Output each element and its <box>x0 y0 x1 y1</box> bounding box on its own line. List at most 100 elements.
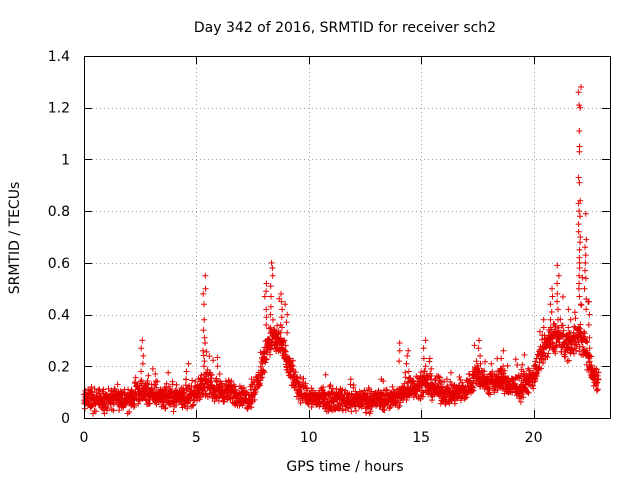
data-point <box>282 301 289 308</box>
data-point <box>477 360 484 367</box>
data-point <box>525 381 532 388</box>
data-point <box>239 402 246 409</box>
data-point <box>363 409 370 416</box>
grid-lines <box>84 56 610 418</box>
data-point <box>457 397 464 404</box>
data-point <box>114 381 121 388</box>
data-point <box>487 391 493 398</box>
data-point <box>207 378 214 385</box>
data-point <box>274 322 281 329</box>
data-point <box>232 386 239 393</box>
data-point <box>187 395 194 402</box>
data-point <box>201 358 208 365</box>
data-point <box>208 371 215 378</box>
data-point <box>361 387 368 394</box>
data-point <box>152 371 159 377</box>
data-point <box>279 337 285 344</box>
data-point <box>140 352 147 359</box>
data-point <box>290 357 297 364</box>
data-point <box>126 408 133 415</box>
data-point <box>520 394 527 401</box>
data-point <box>576 102 583 109</box>
data-point <box>470 387 477 394</box>
data-point <box>103 407 110 414</box>
data-point <box>396 347 403 354</box>
data-point <box>552 350 559 357</box>
data-point <box>594 386 601 393</box>
data-point <box>584 339 591 346</box>
data-point <box>577 104 584 111</box>
data-point <box>347 376 354 383</box>
data-point <box>494 387 501 393</box>
data-point <box>573 347 580 354</box>
data-point <box>547 316 554 323</box>
data-point <box>267 283 274 290</box>
data-point <box>291 384 298 391</box>
data-point <box>278 290 284 297</box>
data-point <box>214 354 221 361</box>
data-point <box>395 404 402 411</box>
data-point <box>565 324 572 331</box>
y-axis-label: SRMTID / TECUs <box>7 182 23 295</box>
data-point <box>443 376 450 383</box>
data-point <box>302 380 309 387</box>
data-point <box>576 254 583 261</box>
data-point <box>263 280 270 287</box>
data-point <box>396 340 403 346</box>
data-point <box>268 259 275 266</box>
data-point <box>554 290 561 297</box>
data-point <box>582 252 589 259</box>
data-point <box>577 213 583 220</box>
data-point <box>540 324 547 331</box>
data-point <box>547 301 554 308</box>
data-point <box>576 293 583 300</box>
data-point <box>404 352 411 359</box>
data-point <box>132 374 139 381</box>
data-point <box>593 366 600 373</box>
data-point <box>386 405 393 412</box>
data-point <box>277 329 284 336</box>
plot-frame <box>84 56 611 419</box>
data-point <box>475 365 482 371</box>
data-point <box>579 344 586 350</box>
data-point <box>554 298 560 305</box>
data-point <box>257 363 264 370</box>
data-point <box>576 280 583 287</box>
data-point <box>428 365 435 372</box>
data-point <box>162 404 169 411</box>
data-point <box>138 345 145 352</box>
data-point <box>149 385 155 392</box>
data-point <box>512 356 519 363</box>
data-point <box>576 179 583 186</box>
data-point <box>88 389 95 396</box>
data-point <box>482 358 489 365</box>
data-point <box>203 348 210 355</box>
data-point <box>228 378 235 384</box>
data-point <box>149 365 156 372</box>
data-point <box>389 383 396 390</box>
data-point <box>115 389 122 396</box>
data-point <box>594 379 601 386</box>
data-point <box>576 246 583 253</box>
data-point <box>383 387 390 394</box>
data-point <box>571 350 577 357</box>
data-point <box>210 357 217 364</box>
data-point <box>481 368 488 375</box>
data-point <box>200 327 207 334</box>
data-point <box>554 280 561 287</box>
data-point <box>595 369 602 376</box>
data-point <box>586 352 593 359</box>
data-point <box>420 345 427 352</box>
data-point <box>488 360 495 367</box>
data-point <box>582 259 589 266</box>
data-point <box>181 391 188 398</box>
data-point <box>197 386 204 393</box>
data-point <box>350 382 357 389</box>
data-point <box>471 342 478 349</box>
data-point <box>240 384 247 391</box>
data-point <box>261 293 268 300</box>
data-point <box>252 389 259 395</box>
data-point <box>200 347 206 354</box>
data-point <box>545 350 552 357</box>
data-point <box>278 314 285 321</box>
